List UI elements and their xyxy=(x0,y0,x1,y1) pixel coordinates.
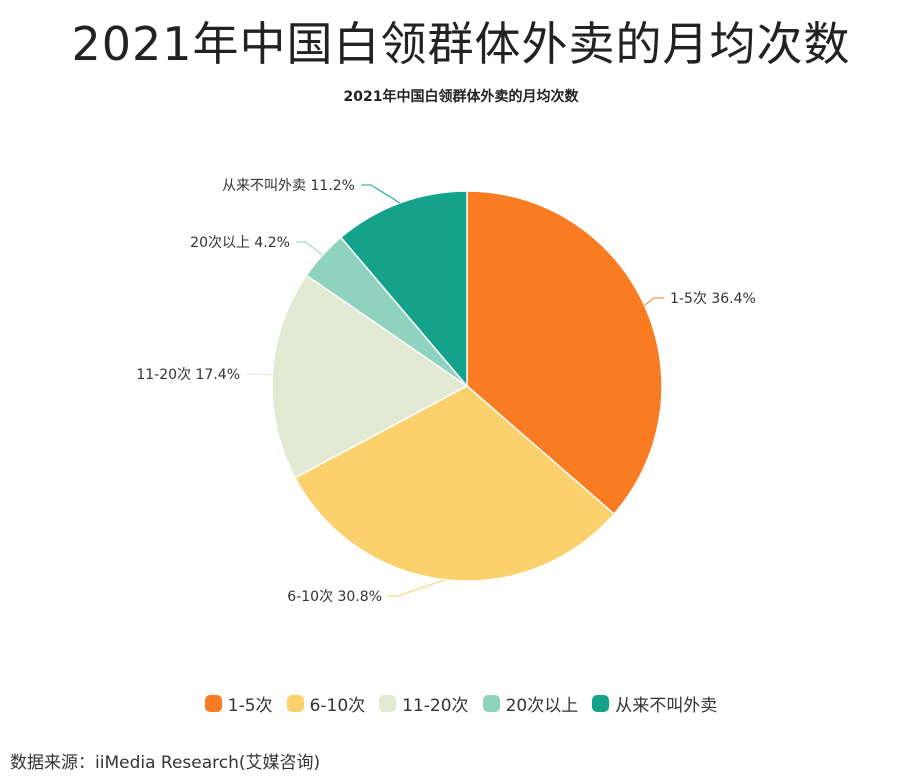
legend-item[interactable]: 6-10次 xyxy=(286,691,366,716)
pie-chart: 1-5次 36.4% 6-10次 30.8% 11-20次 17.4% 20次以上 4… xyxy=(136,178,756,605)
slice-label: 11-20次 17.4% xyxy=(136,367,240,383)
slice-label: 20次以上 4.2% xyxy=(190,235,290,251)
chart-legend: 1-5次 6-10次 11-20次 20次以上 从来不叫外卖 xyxy=(0,691,922,716)
pie-slice[interactable] xyxy=(466,190,663,516)
page-title: 2021年中国白领群体外卖的月均次数 xyxy=(71,17,851,71)
leader-line xyxy=(644,297,664,306)
legend-swatch xyxy=(286,695,304,712)
pie-slice[interactable] xyxy=(293,385,616,582)
legend-item[interactable]: 1-5次 xyxy=(204,691,273,716)
leader-line xyxy=(246,373,273,376)
legend-swatch xyxy=(592,695,610,712)
chart-title: 2021年中国白领群体外卖的月均次数 xyxy=(343,89,579,105)
legend-label: 11-20次 xyxy=(402,696,469,716)
pie-slice[interactable] xyxy=(271,274,469,479)
legend-swatch xyxy=(204,695,222,712)
legend-label: 1-5次 xyxy=(227,696,273,716)
leader-line xyxy=(361,184,401,204)
legend-swatch xyxy=(379,695,397,712)
slice-label: 从来不叫外卖 11.2% xyxy=(222,178,355,194)
slice-label: 1-5次 36.4% xyxy=(670,291,756,307)
leader-line xyxy=(296,241,323,256)
legend-label: 20次以上 xyxy=(505,696,579,716)
legend-label: 从来不叫外卖 xyxy=(615,696,718,716)
pie-slice[interactable] xyxy=(339,190,468,389)
slice-label: 6-10次 30.8% xyxy=(287,589,382,605)
leader-line xyxy=(388,579,446,597)
source-note: 数据来源：iiMedia Research(艾媒咨询) xyxy=(10,753,321,773)
legend-label: 6-10次 xyxy=(309,696,366,716)
legend-item[interactable]: 20次以上 xyxy=(482,691,579,716)
legend-item[interactable]: 11-20次 xyxy=(379,691,469,716)
legend-swatch xyxy=(482,695,500,712)
legend-item[interactable]: 从来不叫外卖 xyxy=(592,691,717,716)
